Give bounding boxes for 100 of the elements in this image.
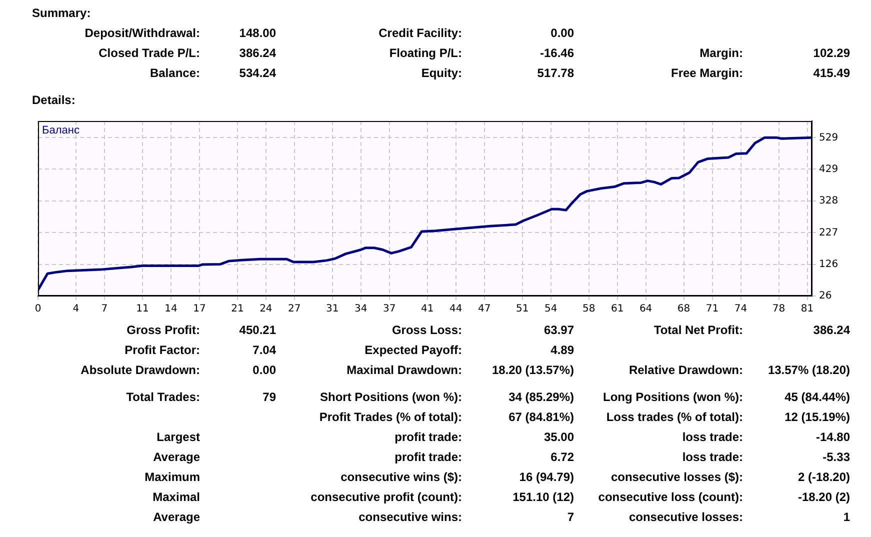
- x-tick-label: 11: [136, 304, 149, 315]
- text: 517.78: [537, 66, 574, 80]
- y-tick-label: 429: [819, 164, 838, 175]
- x-tick-label: 7: [101, 304, 108, 315]
- text: 12 (15.19%): [784, 410, 850, 424]
- text: Absolute Drawdown:: [80, 363, 200, 377]
- text: 18.20 (13.57%): [492, 363, 574, 377]
- text: Summary:: [32, 6, 91, 20]
- text: 67 (84.81%): [508, 410, 574, 424]
- x-tick-label: 74: [734, 304, 748, 315]
- text: 386.24: [813, 323, 850, 337]
- text: Long Positions (won %):: [603, 390, 743, 404]
- text: 450.21: [239, 323, 276, 337]
- text: 4.89: [550, 343, 574, 357]
- x-tick-label: 47: [478, 304, 491, 315]
- text: 13.57% (18.20): [768, 363, 850, 377]
- text: 63.97: [544, 323, 574, 337]
- x-tick-label: 71: [706, 304, 719, 315]
- text: -5.33: [822, 450, 850, 464]
- text: 148.00: [239, 26, 276, 40]
- x-tick-label: 37: [383, 304, 396, 315]
- x-tick-label: 21: [231, 304, 244, 315]
- text: 0.00: [550, 26, 574, 40]
- text: -14.80: [816, 430, 850, 444]
- text: Gross Loss:: [392, 323, 462, 337]
- text: consecutive wins:: [358, 510, 462, 524]
- text: profit trade:: [394, 450, 462, 464]
- y-tick-label: 26: [819, 290, 832, 302]
- text: Details:: [32, 93, 76, 107]
- x-tick-label: 17: [193, 304, 206, 315]
- text: Profit Factor:: [124, 343, 200, 357]
- x-tick-label: 4: [72, 304, 80, 315]
- text: consecutive losses:: [628, 510, 743, 524]
- x-tick-label: 27: [288, 304, 301, 315]
- text: 102.29: [813, 46, 850, 60]
- text: 1: [843, 510, 850, 524]
- text: 415.49: [813, 66, 850, 80]
- text: Short Positions (won %):: [320, 390, 462, 404]
- text: profit trade:: [394, 430, 462, 444]
- text: consecutive profit (count):: [310, 490, 462, 504]
- text: 386.24: [239, 46, 276, 60]
- y-tick-label: 328: [819, 196, 838, 207]
- text: Total Trades:: [126, 390, 200, 404]
- x-tick-label: 54: [544, 304, 558, 315]
- text: loss trade:: [682, 430, 743, 444]
- text: Closed Trade P/L:: [98, 46, 200, 60]
- text: 7.04: [252, 343, 276, 357]
- x-tick-label: 78: [772, 304, 786, 315]
- x-tick-label: 34: [354, 304, 368, 315]
- text: 45 (84.44%): [784, 390, 850, 404]
- text: Expected Payoff:: [364, 343, 462, 357]
- text: -18.20 (2): [798, 490, 850, 504]
- x-tick-label: 0: [34, 304, 42, 315]
- text: Profit Trades (% of total):: [319, 410, 462, 424]
- text: 2 (-18.20): [798, 470, 850, 484]
- y-tick-label: 126: [819, 259, 838, 270]
- text: 151.10 (12): [512, 490, 574, 504]
- text: 534.24: [239, 66, 276, 80]
- text: Average: [153, 450, 200, 464]
- text: 34 (85.29%): [508, 390, 574, 404]
- text: consecutive loss (count):: [598, 490, 743, 504]
- text: Loss trades (% of total):: [606, 410, 743, 424]
- text: Floating P/L:: [389, 46, 462, 60]
- text: Deposit/Withdrawal:: [84, 26, 200, 40]
- text: Gross Profit:: [126, 323, 200, 337]
- x-tick-label: 81: [800, 304, 814, 315]
- text: consecutive losses ($):: [610, 470, 743, 484]
- text: 7: [567, 510, 574, 524]
- x-tick-label: 51: [516, 304, 529, 315]
- text: consecutive wins ($):: [340, 470, 462, 484]
- text: 6.72: [550, 450, 574, 464]
- x-tick-label: 24: [260, 304, 272, 315]
- x-tick-label: 41: [421, 304, 434, 315]
- text: 0.00: [252, 363, 276, 377]
- text: Relative Drawdown:: [628, 363, 743, 377]
- y-tick-label: 227: [819, 227, 838, 238]
- text: Maximum: [144, 470, 200, 484]
- text: Equity:: [421, 66, 462, 80]
- x-tick-label: 68: [677, 304, 690, 315]
- text: loss trade:: [682, 450, 743, 464]
- x-tick-label: 61: [610, 304, 624, 315]
- x-tick-label: 64: [639, 304, 652, 315]
- text: 35.00: [544, 430, 574, 444]
- text: Average: [153, 510, 200, 524]
- text: Total Net Profit:: [654, 323, 743, 337]
- text: Maximal: [152, 490, 200, 504]
- text: Balance:: [150, 66, 200, 80]
- x-tick-label: 58: [582, 304, 596, 315]
- x-tick-label: 31: [326, 304, 339, 315]
- x-tick-label: 44: [450, 304, 462, 315]
- text: Largest: [156, 430, 200, 444]
- text: 79: [262, 390, 276, 404]
- text: Margin:: [700, 46, 743, 60]
- text: Баланс: [42, 124, 80, 137]
- text: -16.46: [540, 46, 574, 60]
- text: 16 (94.79): [519, 470, 574, 484]
- text: Free Margin:: [670, 66, 743, 80]
- y-tick-label: 529: [819, 132, 838, 144]
- text: Credit Facility:: [378, 26, 462, 40]
- text: Maximal Drawdown:: [346, 363, 462, 377]
